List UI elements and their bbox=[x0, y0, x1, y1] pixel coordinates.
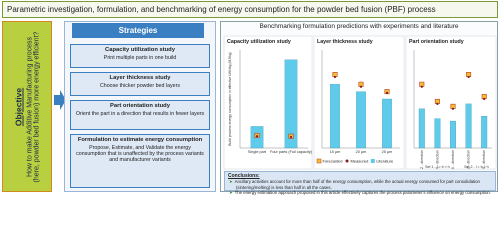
measured-marker bbox=[451, 107, 455, 110]
measured-marker bbox=[420, 85, 423, 88]
x-tick-label: 25 µm bbox=[382, 150, 393, 154]
x-tick-label: Z - direction bbox=[467, 150, 471, 169]
measured-marker bbox=[333, 75, 337, 79]
conclusions-list: Ancillary activities account for more th… bbox=[228, 179, 492, 196]
bar bbox=[382, 98, 392, 149]
strategy-box: Formulation to estimate energy consumpti… bbox=[70, 134, 210, 188]
conclusions-heading: Conclusions: bbox=[228, 173, 260, 179]
legend-item: Literature bbox=[370, 159, 394, 164]
legend-label: Forecasted bbox=[323, 159, 343, 164]
benchmark-title: Benchmarking formulation predictions wit… bbox=[259, 23, 459, 30]
x-tick-label: 15 µm bbox=[330, 150, 341, 154]
x-tick-label: Z - direction bbox=[420, 150, 424, 169]
bar bbox=[330, 84, 340, 149]
chart-title: Layer thickness study bbox=[317, 39, 373, 45]
conclusions: Conclusions: Ancillary activities accoun… bbox=[224, 171, 496, 195]
strategy-title: Layer thickness study bbox=[109, 75, 171, 81]
chart-frame bbox=[223, 35, 313, 170]
bar bbox=[465, 103, 472, 149]
strategy-text: Orient the part in a direction that resu… bbox=[75, 111, 205, 117]
bar bbox=[481, 116, 488, 149]
measured-marker bbox=[359, 85, 363, 88]
arrow bbox=[54, 90, 66, 110]
x-tick-label: Four parts (Full capacity) bbox=[270, 150, 313, 154]
bar bbox=[418, 108, 425, 149]
strategy-box: Layer thickness study Choose thicker powd… bbox=[70, 72, 210, 96]
strategy-text: Choose thicker powder bed layers bbox=[99, 83, 181, 89]
legend-swatch bbox=[345, 159, 349, 163]
x-tick-label: Y - direction bbox=[435, 150, 439, 169]
conclusion-item: Ancillary activities account for more th… bbox=[235, 179, 492, 190]
measured-marker bbox=[467, 75, 470, 79]
group-label: Set 2 - l = b > h bbox=[464, 165, 489, 169]
strategy-box: Capacity utilization study Print multiple… bbox=[70, 44, 210, 68]
bar bbox=[356, 91, 366, 149]
strategy-title: Formulation to estimate energy consumpti… bbox=[77, 137, 203, 143]
bar bbox=[284, 59, 298, 149]
legend-label: Literature bbox=[376, 159, 394, 164]
legend-swatch bbox=[316, 158, 322, 164]
charts: Capacity utilization study Build process … bbox=[223, 35, 497, 170]
measured-marker bbox=[436, 102, 439, 105]
graphical-abstract: Parametric investigation, formulation, a… bbox=[0, 0, 500, 194]
legend-item: Forecasted bbox=[316, 158, 343, 164]
x-tick-label: X - direction bbox=[451, 150, 455, 169]
strategy-title: Capacity utilization study bbox=[105, 47, 175, 53]
bar bbox=[450, 120, 456, 149]
measured-marker bbox=[483, 97, 486, 101]
x-tick-label: 20 µm bbox=[356, 150, 367, 154]
group-label: Set 1 - l > b > h bbox=[425, 165, 450, 169]
objective-box: Objective How to make Additive Manufactu… bbox=[2, 21, 52, 192]
x-tick-label: Single part bbox=[248, 150, 267, 154]
conclusion-item: The energy estimation approach proposed … bbox=[235, 190, 492, 196]
strategy-box: Part orientation study Orient the part in… bbox=[70, 100, 210, 130]
strategies-heading: Strategies bbox=[72, 23, 204, 38]
chart-title: Part orientation study bbox=[409, 39, 464, 45]
legend-item: Measured bbox=[345, 159, 369, 164]
bar bbox=[434, 118, 441, 149]
chart-title: Capacity utilization study bbox=[227, 39, 291, 45]
strategy-text: Print multiple parts in one build bbox=[103, 55, 177, 61]
x-tick-label: Y - direction bbox=[482, 150, 486, 169]
measured-marker bbox=[255, 135, 259, 138]
measured-marker bbox=[289, 135, 293, 139]
title: Parametric investigation, formulation, a… bbox=[2, 1, 498, 18]
measured-marker bbox=[385, 91, 389, 94]
legend-swatch bbox=[370, 159, 375, 163]
strategy-text: Propose, Estimate, and Validate the ener… bbox=[76, 145, 204, 163]
strategy-title: Part orientation study bbox=[110, 103, 170, 109]
legend-label: Measured bbox=[351, 159, 369, 164]
chart-frame bbox=[405, 35, 497, 170]
y-axis-label: Build process energy consumption in effe… bbox=[228, 52, 232, 145]
